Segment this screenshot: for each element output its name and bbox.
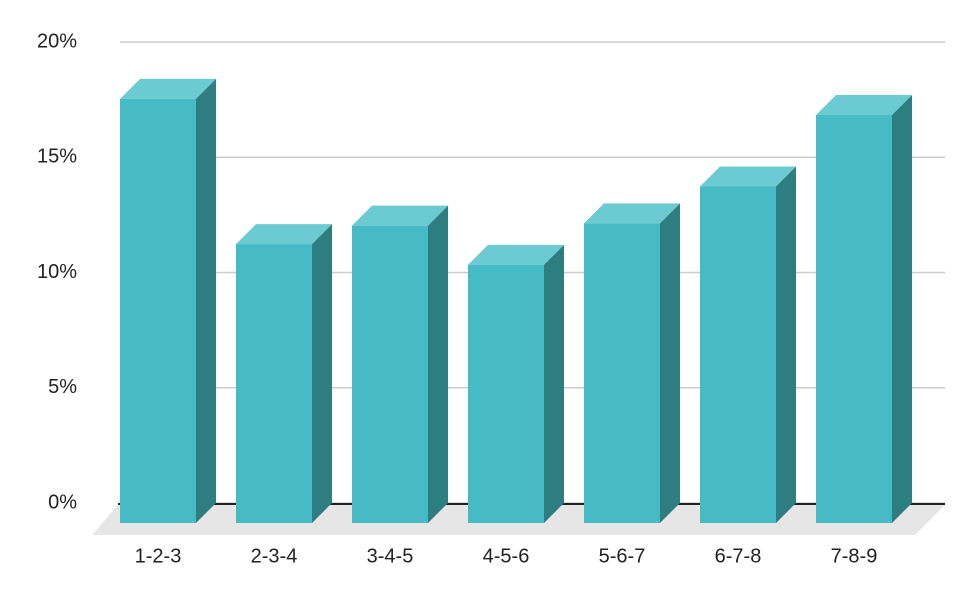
x-tick-label: 5-6-7 xyxy=(599,545,646,567)
x-tick-label: 7-8-9 xyxy=(831,545,878,567)
bar-side xyxy=(660,203,680,523)
bar-side xyxy=(544,244,564,523)
bar-top xyxy=(352,205,448,226)
bar xyxy=(352,225,428,523)
bar-top xyxy=(816,95,912,116)
bar xyxy=(700,186,776,523)
y-tick-label: 15% xyxy=(37,146,77,168)
bar-side xyxy=(428,205,448,523)
bar-top xyxy=(468,244,564,265)
x-tick-label: 4-5-6 xyxy=(483,545,530,567)
y-tick-label: 0% xyxy=(48,491,77,513)
bar-side xyxy=(892,95,912,523)
x-tick-label: 1-2-3 xyxy=(135,545,182,567)
bar xyxy=(816,115,892,523)
y-tick-label: 20% xyxy=(37,30,77,52)
bar xyxy=(236,244,312,523)
bar xyxy=(468,264,544,523)
x-tick-label: 3-4-5 xyxy=(367,545,414,567)
y-tick-label: 10% xyxy=(37,261,77,283)
bar xyxy=(120,98,196,523)
bar-top xyxy=(120,78,216,99)
bar-top xyxy=(584,203,680,224)
y-tick-label: 5% xyxy=(48,376,77,398)
x-tick-label: 2-3-4 xyxy=(251,545,298,567)
bar xyxy=(584,223,660,523)
bar-top xyxy=(700,166,796,187)
bar-side xyxy=(776,166,796,523)
bar-side xyxy=(196,78,216,523)
bar-top xyxy=(236,224,332,245)
bar-side xyxy=(312,224,332,523)
x-tick-label: 6-7-8 xyxy=(715,545,762,567)
